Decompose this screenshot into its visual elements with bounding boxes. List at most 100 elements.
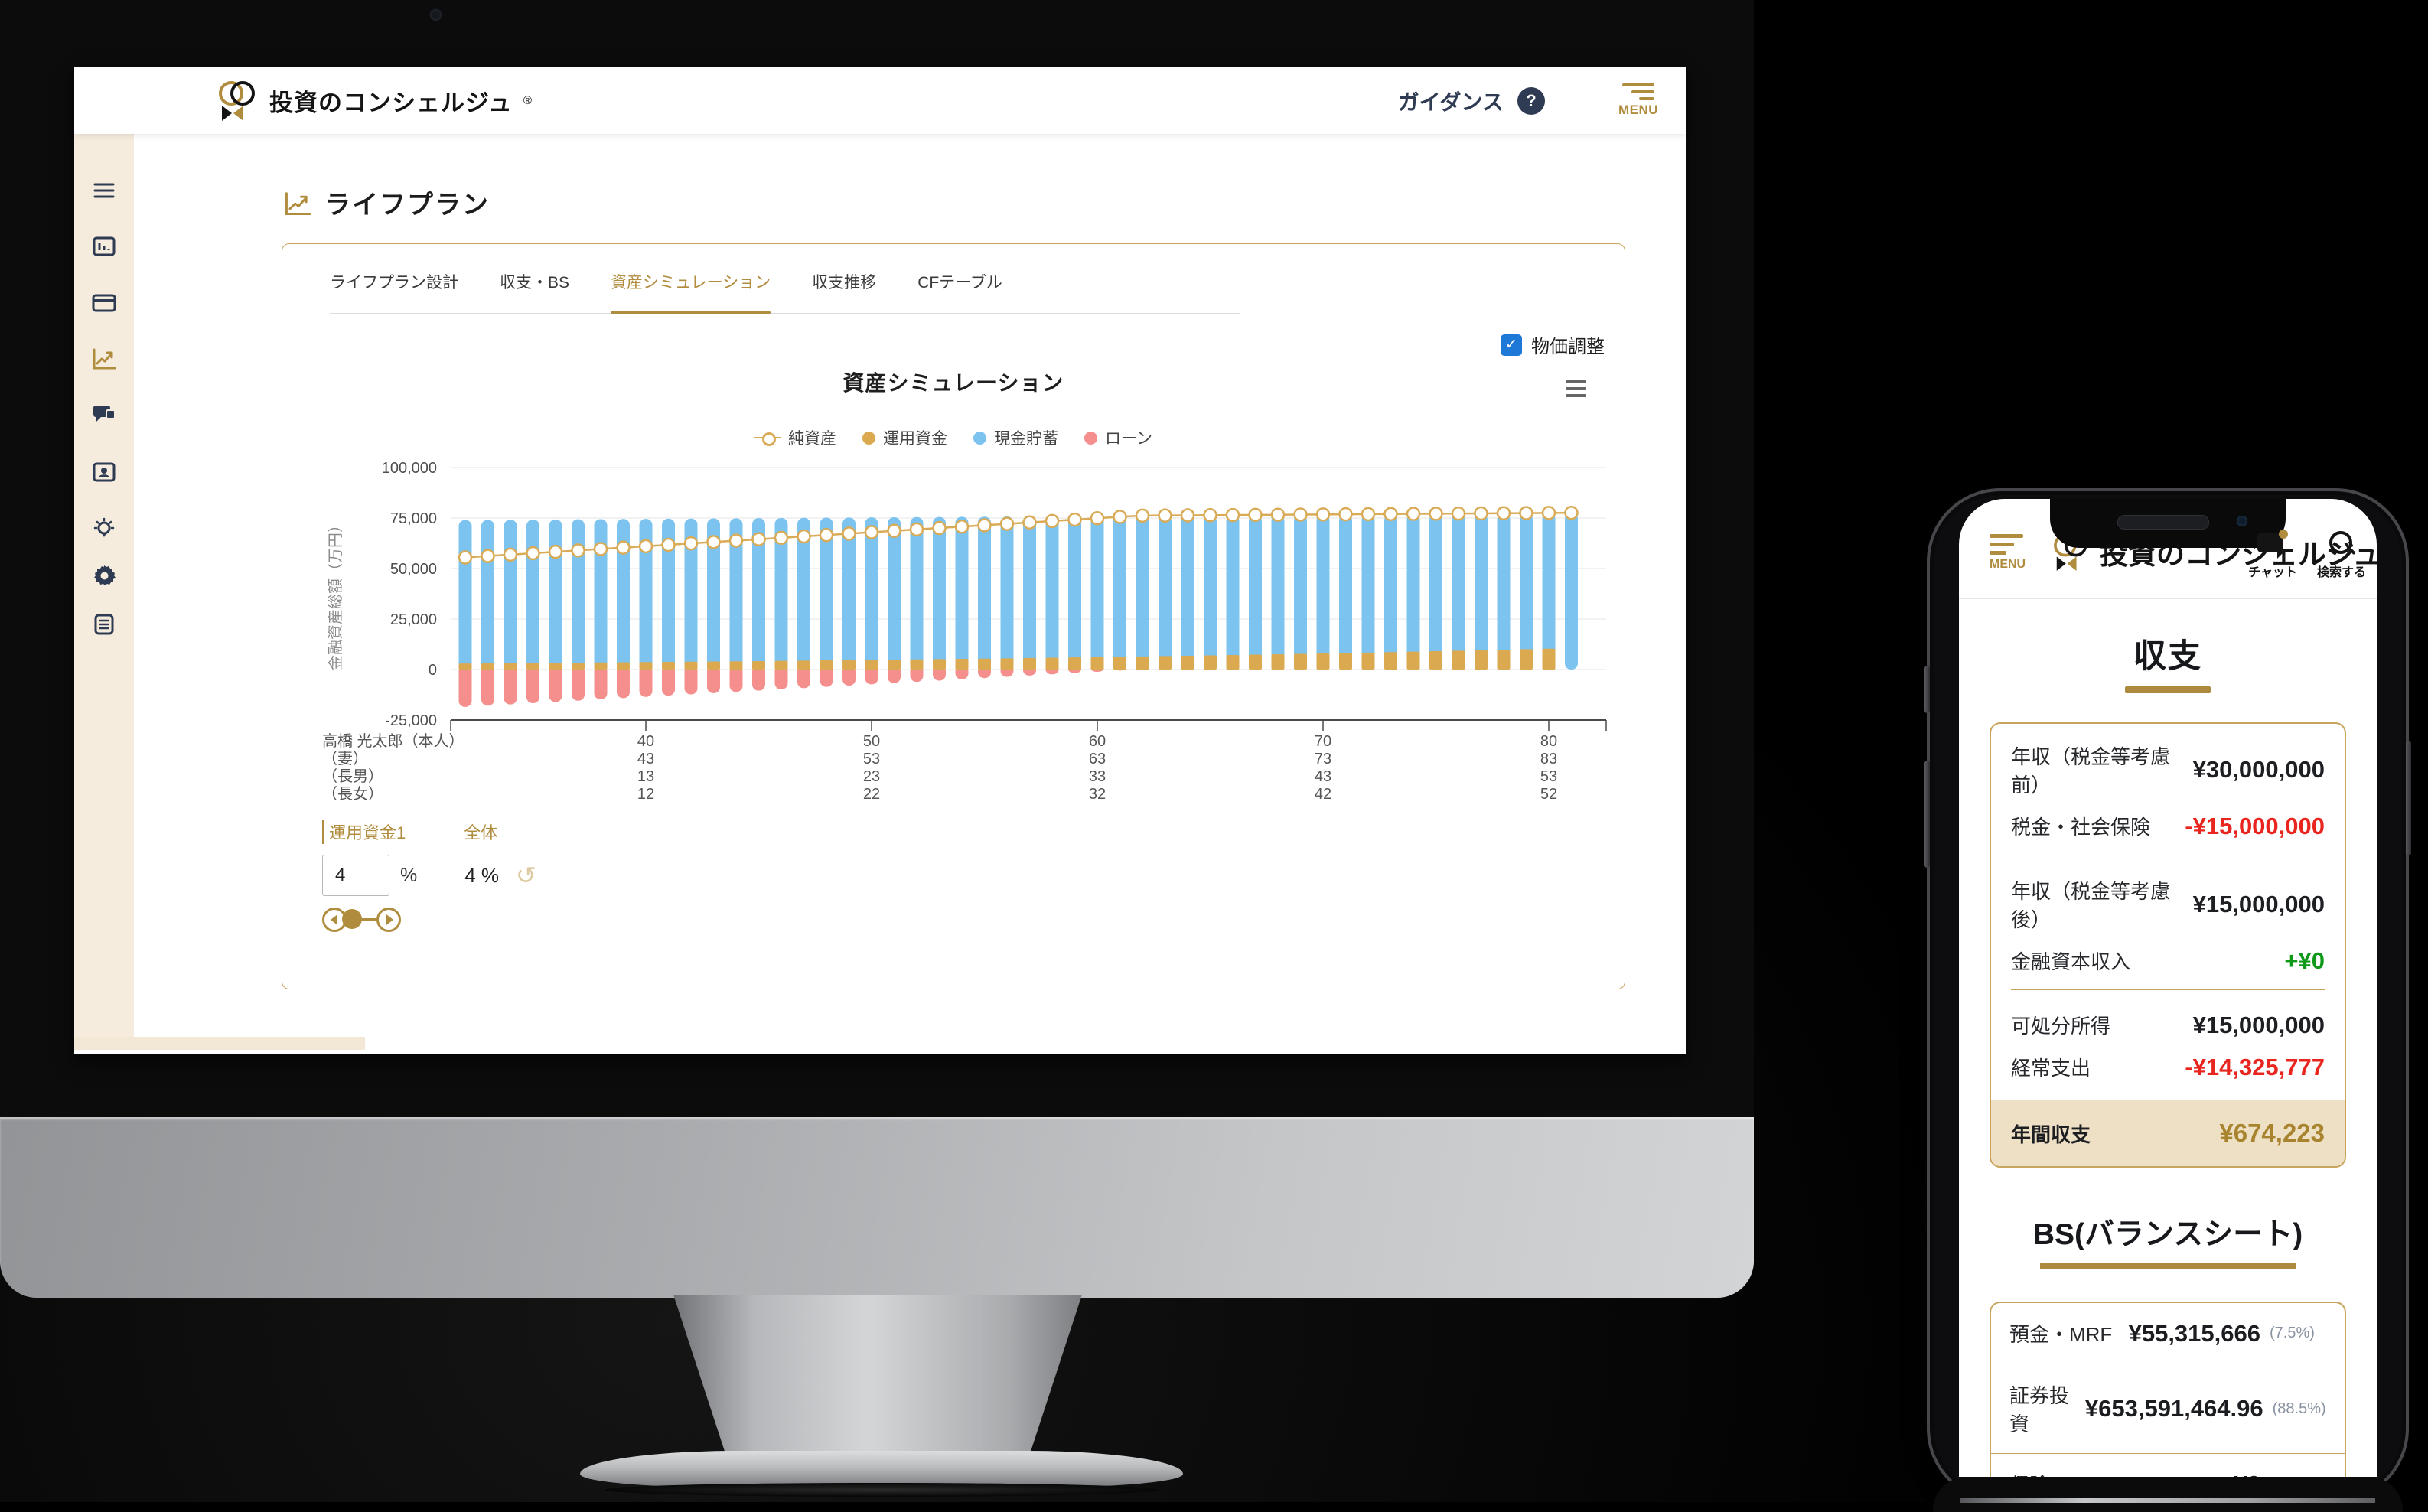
rate-slider[interactable] [322,907,406,933]
divider [2011,989,2325,990]
income-row: 可処分所得 ¥15,000,000 [1991,1004,2345,1046]
checkbox-checked-icon[interactable]: ✓ [1501,334,1522,356]
income-row: 年収（税金等考慮前） ¥30,000,000 [1991,735,2345,805]
monitor-stand-foot [580,1451,1183,1488]
page-title-text: ライフプラン [324,191,490,220]
price-adjust-label: 物価調整 [1531,337,1605,357]
chart-menu-icon[interactable] [1566,380,1586,397]
income-row-value: -¥15,000,000 [2185,812,2325,839]
sidebar-item-profile[interactable] [74,460,134,484]
phone-front-camera [2237,516,2247,526]
guidance-link[interactable]: ガイダンス [1397,90,1504,114]
svg-text:50: 50 [863,733,880,750]
svg-text:高橋 光太郎（本人）: 高橋 光太郎（本人） [322,732,464,750]
bs-row-label: 預金・MRF [2009,1323,2113,1346]
brand-logo-icon [219,80,259,121]
hamburger-icon [1990,534,2026,555]
bs-row-percent: (7.5%) [2270,1325,2315,1341]
legend-item[interactable]: 運用資金 [862,426,947,449]
sidebar-item-chat[interactable] [74,402,134,427]
fund-tab-overall[interactable]: 全体 [464,823,498,842]
undo-icon[interactable]: ↺ [516,862,536,889]
sidebar-footer-strip [74,1037,365,1050]
svg-text:53: 53 [1540,768,1557,785]
legend-item[interactable]: 純資産 [754,426,836,449]
svg-text:60: 60 [1089,733,1106,750]
bs-title-underline [2040,1263,2296,1269]
svg-text:43: 43 [1315,768,1331,785]
annual-balance-label: 年間収支 [2011,1123,2091,1146]
sidebar-item-accounts[interactable] [74,291,134,315]
tab-0[interactable]: ライフプラン設計 [330,274,458,292]
hamburger-icon [1621,83,1654,100]
bs-row: 預金・MRF ¥55,315,666 (7.5%) [1991,1303,2345,1364]
phone-menu-label: MENU [1990,558,2026,571]
header-menu-button[interactable]: MENU [1618,83,1658,118]
price-adjust-checkbox-row[interactable]: ✓ 物価調整 [1501,331,1605,358]
hamburger-icon [93,183,115,198]
svg-text:25,000: 25,000 [390,611,437,628]
tab-1[interactable]: 収支・BS [500,274,570,292]
line-marker-icon [754,432,781,446]
tab-4[interactable]: CFテーブル [917,274,1002,292]
svg-text:23: 23 [863,768,880,785]
svg-text:43: 43 [637,751,654,767]
phone-chat-button[interactable]: チャット [2248,530,2297,580]
bs-row-value: ¥0 [2234,1471,2260,1478]
lifeplan-card: ライフプラン設計 収支・BS 資産シミュレーション 収支推移 CFテーブル ✓ 物価調整… [282,243,1625,989]
svg-text:金融資産総額（万円）: 金融資産総額（万円） [327,517,344,670]
income-row-value: +¥0 [2284,947,2325,974]
svg-text:12: 12 [637,786,654,803]
legend-item[interactable]: ローン [1084,426,1152,449]
simulation-controls: 運用資金1 全体 % 4 % ↺ [322,820,536,933]
income-row-label: 年収（税金等考慮後） [2011,880,2171,931]
sidebar-item-documents[interactable] [74,612,134,637]
dot-marker-icon [1084,431,1098,445]
menu-label: MENU [1618,103,1658,117]
tab-2[interactable]: 資産シミュレーション [611,274,771,292]
phone-screen: MENU 投資のコンシェルジュ チャット 検索する 収支 [1959,499,2377,1477]
sidebar-item-lifeplan[interactable] [74,345,134,371]
income-row-value: -¥14,325,777 [2185,1053,2325,1080]
phone-search-button[interactable]: 検索する [2317,530,2366,580]
fund-tab-1[interactable]: 運用資金1 [322,820,406,844]
sidebar-item-settings[interactable] [74,565,134,589]
bs-row: 証券投資 ¥653,591,464.96 (88.5%) [1991,1364,2345,1454]
bs-row-label: 証券投資 [2009,1384,2070,1435]
dot-marker-icon [862,431,876,445]
svg-text:73: 73 [1315,751,1331,767]
sidebar-item-reports[interactable] [74,234,134,259]
svg-text:-25,000: -25,000 [385,712,437,729]
phone-volume-button [1924,761,1930,868]
brand-logo[interactable]: 投資のコンシェルジュ ® [219,80,532,121]
svg-text:42: 42 [1315,786,1331,803]
rate-input[interactable] [322,855,389,896]
svg-text:33: 33 [1089,768,1106,785]
lifeplan-icon [285,191,311,215]
income-row: 金融資本収入 +¥0 [1991,940,2345,982]
phone-bottom-edge [1960,1498,2375,1503]
phone-page-body: 収支 年収（税金等考慮前） ¥30,000,000 税金・社会保険 -¥15,000,… [1959,630,2377,1477]
brand-name: 投資のコンシェルジュ [269,89,513,116]
phone-menu-button[interactable]: MENU [1990,534,2026,572]
legend-item[interactable]: 現金貯蓄 [973,426,1058,449]
rate-unit-label: % [400,864,418,886]
tab-3[interactable]: 収支推移 [812,274,877,292]
sidebar [74,134,134,1050]
svg-text:83: 83 [1540,751,1557,767]
help-icon[interactable]: ? [1517,86,1545,115]
slider-increment-button[interactable] [376,908,401,932]
bs-row-percent: (0%) [2270,1475,2326,1477]
active-tab-indicator [611,311,771,314]
income-row-label: 経常支出 [2011,1057,2091,1080]
contact-card-icon [93,462,116,482]
bs-row-value: ¥653,591,464.96 [2084,1395,2263,1422]
search-label: 検索する [2316,566,2366,579]
slider-knob[interactable] [342,909,362,929]
sidebar-item-menu[interactable] [74,178,134,203]
brand-registered-mark: ® [523,93,532,107]
bs-row: 保険 ¥0 (0%) [1991,1454,2345,1478]
sidebar-item-advice[interactable] [74,516,134,543]
tab-underline [330,313,1240,314]
income-row: 経常支出 -¥14,325,777 [1991,1046,2345,1088]
